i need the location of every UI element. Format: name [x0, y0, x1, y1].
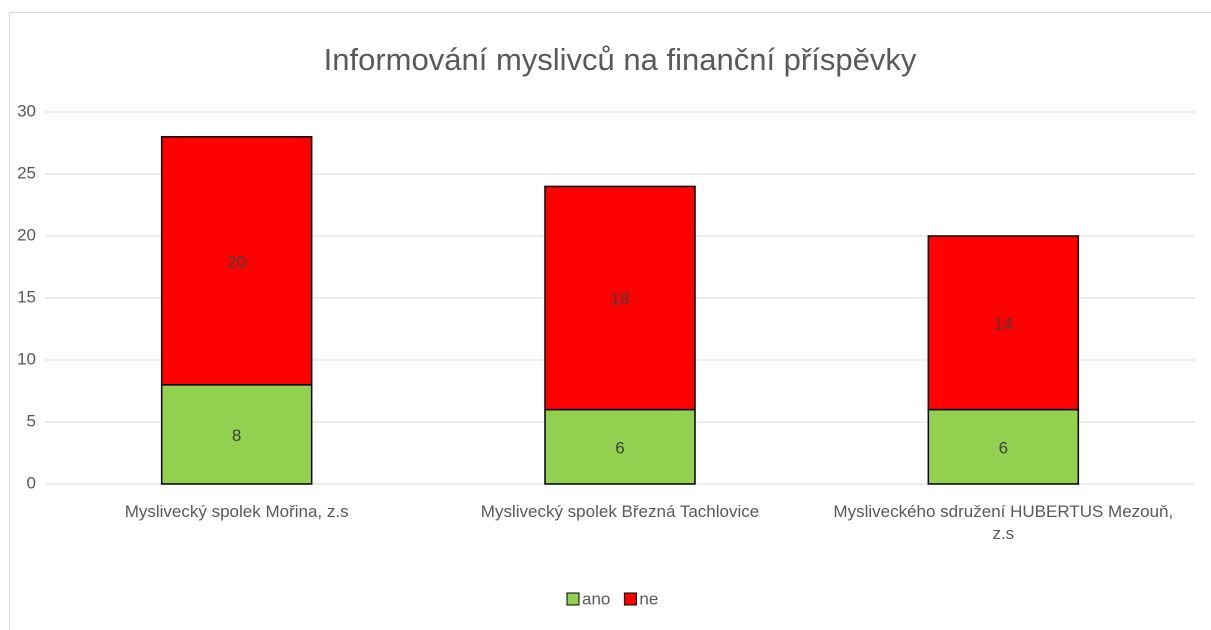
legend-label: ne	[639, 589, 658, 608]
bar-segment	[544, 185, 696, 411]
bar-segment	[927, 235, 1080, 411]
y-tick-label: 0	[27, 473, 36, 492]
bar-segment	[544, 408, 696, 485]
x-tick-label: Mysliveckého sdružení HUBERTUS Mezouň, z…	[833, 502, 1174, 543]
legend-label: ano	[582, 589, 610, 608]
y-tick-label: 5	[27, 411, 36, 430]
chart-border	[9, 12, 1211, 630]
y-tick-label: 15	[17, 287, 36, 306]
data-label: 20	[227, 252, 246, 271]
bar-segment	[160, 384, 313, 485]
data-label: 14	[994, 314, 1013, 333]
x-tick-label: Myslivecký spolek Mořina, z.s	[124, 502, 349, 521]
y-tick-label: 30	[17, 101, 36, 120]
y-tick-label: 20	[17, 225, 36, 244]
data-label: 6	[999, 438, 1008, 457]
legend-swatch	[623, 592, 637, 606]
y-tick-label: 25	[17, 163, 36, 182]
data-label: 6	[615, 438, 624, 457]
data-label: 18	[611, 289, 630, 308]
y-tick-label: 10	[17, 349, 36, 368]
legend-swatch	[566, 592, 580, 606]
x-tick-label: Myslivecký spolek Březná Tachlovice	[480, 502, 760, 521]
data-label: 8	[232, 426, 241, 445]
bar-segment	[160, 136, 313, 386]
chart-title: Informování myslivců na finanční příspěv…	[324, 42, 917, 77]
